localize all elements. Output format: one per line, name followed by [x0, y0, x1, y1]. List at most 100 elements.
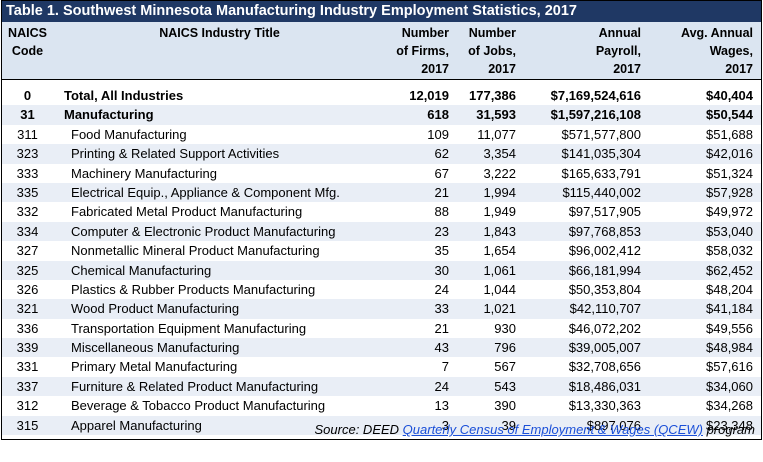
firms-cell: 12,019	[409, 88, 449, 103]
payroll-cell: $13,330,363	[568, 398, 641, 414]
industry-title-cell: Wood Product Manufacturing	[71, 301, 240, 317]
industry-title-cell: Apparel Manufacturing	[71, 417, 202, 433]
naics-code-cell: 0	[23, 88, 32, 103]
jobs-cell: 31,593	[476, 107, 516, 123]
table-row: 332 Fabricated Metal Product Manufacturin…	[2, 202, 761, 221]
source-suffix: program	[702, 422, 755, 437]
wages-cell: $41,184	[706, 301, 753, 317]
table-title: Table 1. Southwest Minnesota Manufacturi…	[2, 1, 761, 22]
naics-code-cell: 335	[16, 184, 39, 200]
naics-code-cell: 332	[16, 204, 39, 220]
wages-cell: $57,928	[706, 184, 753, 200]
firms-cell: 33	[434, 301, 449, 317]
firms-cell: 7	[441, 359, 449, 375]
header-jobs: Number of Jobs, 2017	[449, 22, 516, 79]
wages-cell: $40,404	[706, 88, 753, 103]
industry-title-cell: Machinery Manufacturing	[71, 165, 217, 181]
header-firms-line: 2017	[421, 62, 449, 76]
wages-cell: $53,040	[706, 223, 753, 239]
table-row: 312 Beverage & Tobacco Product Manufactur…	[2, 396, 761, 415]
wages-cell: $23,348	[706, 417, 753, 433]
jobs-cell: 930	[494, 320, 516, 336]
table-row: 311 Food Manufacturing 109 11,077 $571,577,8…	[2, 125, 761, 144]
firms-cell: 24	[434, 281, 449, 297]
industry-title-cell: Printing & Related Support Activities	[71, 146, 280, 162]
header-payroll-line: 2017	[613, 62, 641, 76]
table-body: 0 Total, All Industries 12,019 177,386 $7,16…	[2, 86, 761, 436]
industry-title-cell: Nonmetallic Mineral Product Manufacturin…	[71, 243, 320, 259]
industry-title-cell: Transportation Equipment Manufacturing	[71, 320, 307, 336]
table-header: NAICS Code NAICS Industry Title Number o…	[2, 22, 761, 80]
payroll-cell: $165,633,791	[561, 165, 641, 181]
header-wages-line: 2017	[725, 62, 753, 76]
jobs-cell: 177,386	[469, 88, 516, 103]
header-wages-line: Avg. Annual	[681, 26, 753, 40]
jobs-cell: 796	[494, 340, 516, 356]
jobs-cell: 39	[501, 417, 516, 433]
wages-cell: $58,032	[706, 243, 753, 259]
naics-code-cell: 311	[17, 126, 38, 142]
header-payroll: Annual Payroll, 2017	[516, 22, 641, 79]
industry-title-cell: Beverage & Tobacco Product Manufacturing	[71, 398, 326, 414]
naics-code-cell: 312	[16, 398, 39, 414]
table-row: 315 Apparel Manufacturing 3 39 $897,076 $23,3…	[2, 415, 761, 436]
industry-title-cell: Primary Metal Manufacturing	[71, 359, 238, 375]
firms-cell: 30	[434, 262, 449, 278]
header-code-line: NAICS	[8, 26, 47, 40]
header-payroll-line: Annual	[598, 26, 641, 40]
jobs-cell: 1,949	[483, 204, 516, 220]
table-row: 326 Plastics & Rubber Products Manufactur…	[2, 280, 761, 299]
jobs-cell: 1,044	[483, 281, 516, 297]
table-row: 327 Nonmetallic Mineral Product Manufactu…	[2, 241, 761, 260]
jobs-cell: 543	[494, 378, 516, 394]
jobs-cell: 3,354	[483, 146, 516, 162]
jobs-cell: 11,077	[477, 126, 516, 142]
header-jobs-line: Number	[468, 26, 516, 40]
firms-cell: 13	[434, 398, 449, 414]
payroll-cell: $115,440,002	[562, 184, 641, 200]
naics-code-cell: 325	[16, 262, 39, 278]
industry-title-cell: Miscellaneous Manufacturing	[71, 340, 240, 356]
wages-cell: $62,452	[706, 262, 753, 278]
payroll-cell: $66,181,994	[568, 262, 641, 278]
table-row: 331 Primary Metal Manufacturing 7 567 $32,70…	[2, 357, 761, 376]
payroll-cell: $50,353,804	[568, 281, 641, 297]
naics-code-cell: 326	[16, 281, 39, 297]
wages-cell: $48,204	[706, 281, 753, 297]
table-row: 336 Transportation Equipment Manufacturin…	[2, 319, 761, 338]
industry-title-cell: Computer & Electronic Product Manufactur…	[71, 223, 336, 239]
table-row: 321 Wood Product Manufacturing 33 1,021 $42,…	[2, 299, 761, 319]
firms-cell: 109	[427, 126, 449, 142]
industry-title-cell: Manufacturing	[64, 107, 154, 123]
firms-cell: 3	[441, 417, 449, 433]
wages-cell: $51,324	[706, 165, 753, 181]
firms-cell: 67	[434, 165, 449, 181]
wages-cell: $49,556	[706, 320, 753, 336]
payroll-cell: $141,035,304	[561, 146, 641, 162]
payroll-cell: $46,072,202	[568, 320, 641, 336]
firms-cell: 24	[434, 378, 449, 394]
firms-cell: 21	[434, 320, 449, 336]
header-jobs-line: of Jobs,	[468, 44, 516, 58]
industry-title-cell: Chemical Manufacturing	[71, 262, 212, 278]
jobs-cell: 390	[494, 398, 516, 414]
header-wages: Avg. Annual Wages, 2017	[641, 22, 759, 79]
table-row: 334 Computer & Electronic Product Manufac…	[2, 221, 761, 242]
naics-code-cell: 334	[16, 223, 39, 239]
industry-title-cell: Electrical Equip., Appliance & Component…	[71, 184, 340, 200]
table-row: 337 Furniture & Related Product Manufactu…	[2, 376, 761, 397]
qcew-link[interactable]: Quarterly Census of Employment & Wages (…	[402, 422, 703, 437]
jobs-cell: 3,222	[483, 165, 516, 181]
header-wages-line: Wages,	[709, 44, 753, 58]
header-title: NAICS Industry Title	[53, 22, 386, 79]
wages-cell: $34,060	[706, 378, 753, 394]
firms-cell: 88	[434, 204, 449, 220]
wages-cell: $49,972	[706, 204, 753, 220]
table-row: 335 Electrical Equip., Appliance & Compon…	[2, 182, 761, 203]
payroll-cell: $39,005,007	[568, 340, 641, 356]
naics-code-cell: 315	[16, 417, 39, 433]
industry-title-cell: Food Manufacturing	[71, 126, 187, 142]
table-row: 339 Miscellaneous Manufacturing 43 796 $39,0…	[2, 338, 761, 358]
payroll-cell: $897,076	[586, 417, 641, 433]
naics-code-cell: 31	[20, 107, 35, 123]
